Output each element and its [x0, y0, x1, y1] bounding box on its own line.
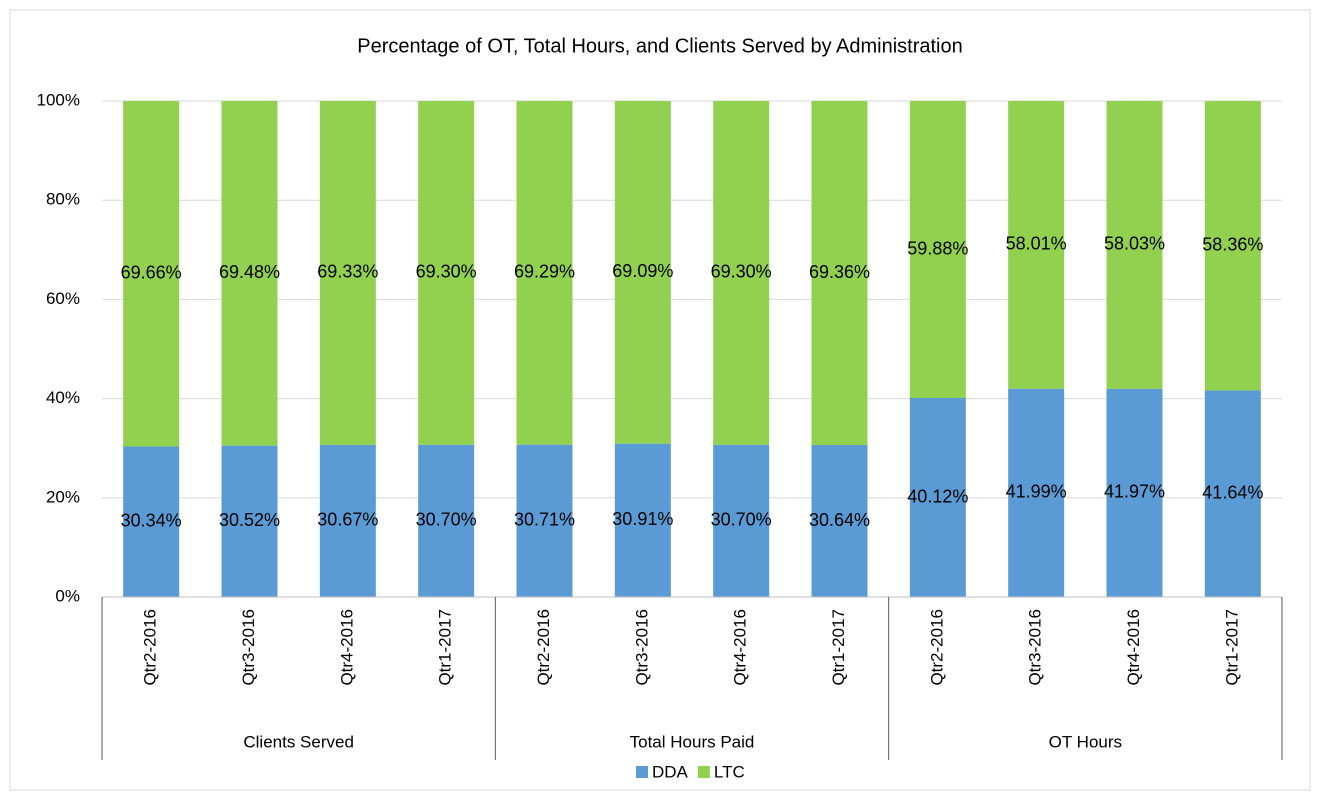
bar-segment	[418, 101, 475, 445]
bar-segment	[418, 444, 475, 597]
bar-segment	[713, 444, 770, 597]
bar-segment	[811, 445, 868, 597]
group-label: Total Hours Paid	[630, 732, 755, 751]
data-label: 30.52%	[219, 510, 280, 530]
data-label: 41.99%	[1006, 482, 1067, 502]
y-tick-label: 80%	[46, 190, 80, 209]
bar-segment	[811, 101, 868, 446]
x-tick-label: Qtr2-2016	[141, 609, 160, 686]
legend-label: DDA	[652, 762, 689, 781]
bar-segment	[1204, 390, 1261, 597]
data-label: 30.70%	[416, 510, 477, 530]
group-label: Clients Served	[243, 732, 354, 751]
legend-swatch	[697, 766, 710, 778]
chart-title: Percentage of OT, Total Hours, and Clien…	[357, 35, 963, 57]
bar-segment	[1204, 101, 1261, 391]
data-label: 41.64%	[1202, 482, 1263, 502]
legend-label: LTC	[714, 762, 745, 781]
data-label: 69.30%	[416, 262, 477, 282]
data-label: 69.33%	[317, 262, 378, 282]
data-label: 58.03%	[1104, 234, 1165, 254]
group-label: OT Hours	[1049, 732, 1122, 751]
x-tick-label: Qtr2-2016	[927, 609, 946, 686]
bar-segment	[123, 446, 180, 597]
bar-segment	[221, 101, 278, 446]
bar-segment	[614, 443, 671, 597]
y-tick-label: 0%	[55, 586, 80, 605]
data-label: 58.36%	[1202, 234, 1263, 254]
x-tick-label: Qtr3-2016	[239, 609, 258, 686]
y-tick-label: 40%	[46, 388, 80, 407]
data-label: 30.91%	[612, 509, 673, 529]
x-tick-label: Qtr4-2016	[1124, 609, 1143, 686]
data-label: 69.09%	[612, 261, 673, 281]
x-tick-label: Qtr3-2016	[632, 609, 651, 686]
data-label: 69.29%	[514, 262, 575, 282]
bar-segment	[319, 101, 376, 445]
x-tick-label: Qtr2-2016	[534, 609, 553, 686]
bar-segment	[319, 444, 376, 597]
bar-segment	[1008, 388, 1065, 597]
bar-segment	[713, 101, 770, 445]
data-label: 30.34%	[121, 511, 182, 531]
bar-segment	[123, 101, 180, 447]
bar-segment	[1106, 388, 1163, 597]
bar-segment	[909, 398, 966, 597]
data-label: 69.30%	[711, 262, 772, 282]
bar-segment	[909, 101, 966, 399]
data-label: 30.71%	[514, 510, 575, 530]
bar-segment	[1008, 101, 1065, 389]
y-tick-label: 20%	[46, 487, 80, 506]
y-tick-label: 60%	[46, 289, 80, 308]
data-label: 41.97%	[1104, 482, 1165, 502]
x-tick-label: Qtr4-2016	[337, 609, 356, 686]
legend-swatch	[636, 766, 648, 778]
x-tick-label: Qtr3-2016	[1026, 609, 1045, 686]
x-tick-label: Qtr4-2016	[731, 609, 750, 686]
x-tick-label: Qtr1-2017	[1222, 609, 1241, 686]
x-tick-label: Qtr1-2017	[829, 609, 848, 686]
data-label: 30.67%	[317, 510, 378, 530]
data-label: 58.01%	[1006, 234, 1067, 254]
y-tick-label: 100%	[37, 90, 80, 109]
bar-segment	[516, 444, 573, 597]
bar-segment	[516, 101, 573, 445]
data-label: 40.12%	[907, 486, 968, 506]
bar-segment	[614, 101, 671, 444]
data-label: 30.70%	[711, 510, 772, 530]
data-label: 69.36%	[809, 262, 870, 282]
bar-segment	[221, 445, 278, 597]
data-label: 30.64%	[809, 510, 870, 530]
data-label: 69.48%	[219, 262, 280, 282]
bar-segment	[1106, 101, 1163, 389]
data-label: 69.66%	[121, 263, 182, 283]
x-tick-label: Qtr1-2017	[436, 609, 455, 686]
data-label: 59.88%	[907, 238, 968, 258]
